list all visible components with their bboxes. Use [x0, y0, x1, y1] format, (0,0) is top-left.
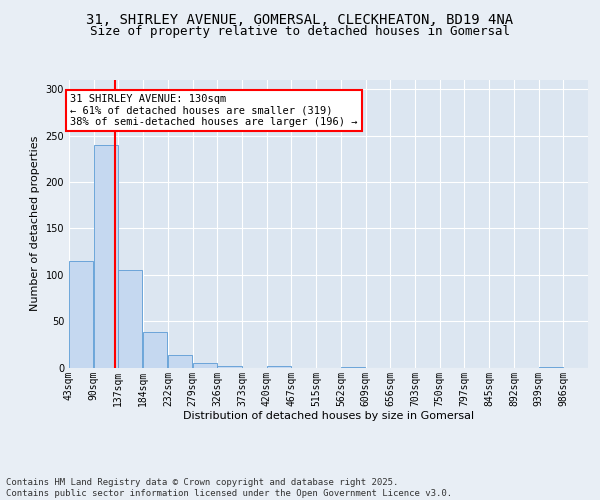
Text: Contains HM Land Registry data © Crown copyright and database right 2025.
Contai: Contains HM Land Registry data © Crown c…: [6, 478, 452, 498]
Text: 31, SHIRLEY AVENUE, GOMERSAL, CLECKHEATON, BD19 4NA: 31, SHIRLEY AVENUE, GOMERSAL, CLECKHEATO…: [86, 12, 514, 26]
Bar: [193, 363, 217, 368]
Bar: [168, 354, 192, 368]
Text: Size of property relative to detached houses in Gomersal: Size of property relative to detached ho…: [90, 25, 510, 38]
Bar: [143, 332, 167, 368]
Bar: [266, 366, 291, 368]
Bar: [341, 366, 365, 368]
Bar: [69, 261, 93, 368]
X-axis label: Distribution of detached houses by size in Gomersal: Distribution of detached houses by size …: [183, 411, 474, 421]
Y-axis label: Number of detached properties: Number of detached properties: [30, 136, 40, 312]
Bar: [94, 145, 118, 368]
Bar: [539, 366, 563, 368]
Bar: [217, 366, 242, 368]
Text: 31 SHIRLEY AVENUE: 130sqm
← 61% of detached houses are smaller (319)
38% of semi: 31 SHIRLEY AVENUE: 130sqm ← 61% of detac…: [70, 94, 358, 127]
Bar: [118, 270, 142, 368]
